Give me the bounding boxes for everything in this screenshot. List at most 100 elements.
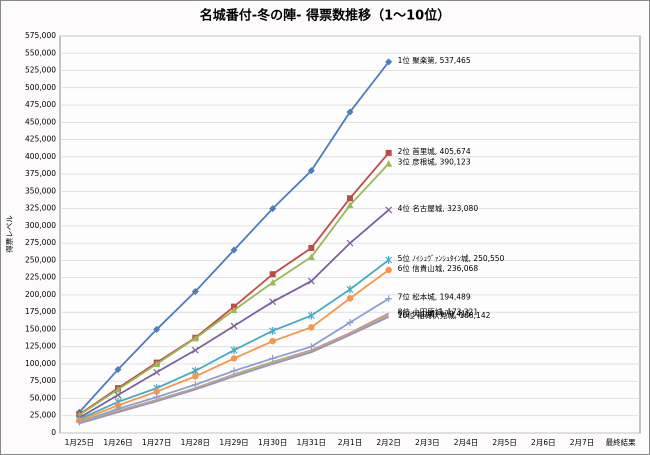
- series-label: 1位 聚楽第, 537,465: [398, 55, 471, 65]
- series-label: 2位 首里城, 405,674: [398, 146, 471, 156]
- y-axis-label: 得票レベル: [4, 215, 14, 253]
- series-label: 5位 ﾉｲｼｭｳﾞｧﾝｼｭﾀｲﾝ城, 250,550: [398, 253, 505, 263]
- marker: [230, 246, 238, 254]
- marker: [230, 306, 238, 314]
- marker: [307, 277, 315, 285]
- y-tick-label: 175,000: [25, 307, 56, 316]
- y-tick-label: 250,000: [25, 255, 56, 264]
- x-tick-label: 1月26日: [103, 438, 132, 447]
- marker: [269, 278, 277, 286]
- y-tick-label: 50,000: [30, 393, 56, 402]
- marker: [307, 311, 315, 320]
- y-tick-label: 375,000: [25, 169, 56, 178]
- marker: [230, 367, 238, 375]
- marker: [308, 244, 315, 251]
- y-tick-label: 275,000: [25, 238, 56, 247]
- marker: [153, 368, 161, 376]
- marker: [192, 373, 199, 380]
- marker: [230, 355, 238, 362]
- marker: [269, 205, 277, 213]
- y-tick-label: 325,000: [25, 204, 56, 213]
- marker: [269, 271, 276, 278]
- y-tick-label: 350,000: [25, 186, 56, 195]
- x-tick-label: 1月27日: [142, 438, 171, 447]
- y-tick-label: 475,000: [25, 100, 56, 109]
- x-tick-label: 2月7日: [570, 438, 595, 447]
- marker: [114, 391, 122, 399]
- marker: [269, 326, 277, 335]
- y-tick-label: 500,000: [25, 83, 56, 92]
- marker: [230, 346, 238, 355]
- y-tick-label: 75,000: [30, 376, 56, 385]
- x-tick-label: 1月30日: [258, 438, 287, 447]
- y-tick-label: 0: [51, 428, 56, 437]
- y-tick-label: 400,000: [25, 152, 56, 161]
- y-tick-label: 200,000: [25, 290, 56, 299]
- marker: [307, 167, 315, 175]
- marker: [191, 334, 199, 342]
- series-label: 9位 犬山城, 170,415: [398, 308, 471, 318]
- marker: [346, 319, 354, 327]
- marker: [385, 266, 392, 274]
- series-label: 3位 彦根城, 390,123: [398, 157, 471, 167]
- marker: [346, 285, 354, 294]
- series-label: 4位 名古屋城, 323,080: [398, 203, 479, 213]
- y-tick-label: 525,000: [25, 66, 56, 75]
- series-line: [79, 316, 390, 425]
- marker: [385, 160, 393, 167]
- y-tick-label: 125,000: [25, 342, 56, 351]
- y-tick-label: 100,000: [25, 359, 56, 368]
- marker: [346, 239, 354, 247]
- marker: [269, 337, 276, 345]
- y-tick-label: 450,000: [25, 117, 56, 126]
- series-label: 8位 小田原城, 173,321: [398, 306, 479, 316]
- y-tick-label: 425,000: [25, 135, 56, 144]
- y-tick-label: 225,000: [25, 273, 56, 282]
- y-tick-label: 550,000: [25, 48, 56, 57]
- x-tick-label: 2月1日: [338, 438, 363, 447]
- marker: [385, 58, 393, 66]
- x-tick-label: 2月3日: [415, 438, 440, 447]
- plot-area: [59, 35, 641, 434]
- y-tick-label: 150,000: [25, 324, 56, 333]
- marker: [385, 206, 393, 214]
- marker: [385, 295, 393, 303]
- x-tick-label: 最終結果: [606, 437, 636, 447]
- x-tick-label: 2月2日: [376, 438, 401, 447]
- marker: [114, 365, 122, 373]
- x-tick-label: 1月29日: [219, 438, 248, 447]
- series-label: 10位 稲荷伏見城, 168,142: [398, 310, 491, 320]
- marker: [191, 346, 199, 354]
- marker: [385, 256, 393, 265]
- y-tick-label: 575,000: [25, 31, 56, 40]
- marker: [346, 295, 354, 302]
- marker: [191, 381, 199, 389]
- series-label: 6位 信貴山城, 236,068: [398, 263, 479, 273]
- chart-title: 名城番付-冬の陣- 得票数推移（1～10位）: [200, 8, 450, 24]
- marker: [307, 343, 315, 351]
- marker: [346, 201, 354, 209]
- marker: [269, 354, 277, 362]
- x-tick-label: 2月4日: [454, 438, 479, 447]
- marker: [385, 149, 392, 156]
- marker: [307, 253, 315, 260]
- marker: [153, 325, 161, 333]
- x-tick-label: 2月5日: [492, 438, 517, 447]
- marker: [308, 324, 315, 331]
- marker: [153, 360, 161, 367]
- y-tick-label: 25,000: [30, 411, 56, 420]
- series-label: 7位 松本城, 194,489: [398, 292, 471, 302]
- x-tick-label: 1月28日: [181, 438, 210, 447]
- x-tick-label: 2月6日: [531, 438, 556, 447]
- x-tick-label: 1月25日: [65, 438, 94, 447]
- marker: [191, 287, 199, 295]
- x-tick-label: 1月31日: [297, 438, 326, 447]
- marker: [114, 386, 122, 393]
- marker: [347, 195, 353, 202]
- marker: [153, 388, 160, 395]
- y-tick-label: 300,000: [25, 221, 56, 230]
- marker: [346, 108, 354, 116]
- marker: [269, 298, 277, 306]
- marker: [230, 322, 238, 330]
